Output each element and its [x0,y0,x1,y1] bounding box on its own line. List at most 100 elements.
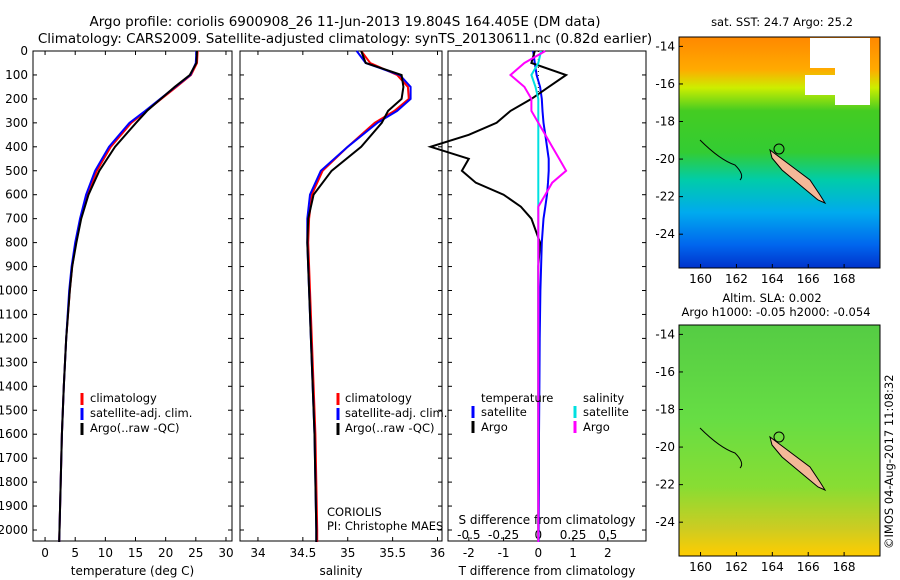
map-lat-label: -24 [655,227,675,241]
sal-legend-argo-label: Argo(..raw -QC) [345,421,435,435]
legend-argo-label: Argo(..raw -QC) [90,421,180,435]
sla-argo-float-location [773,431,785,443]
map-lon-label: 160 [689,272,712,286]
diff-legend-salinity: salinity [583,391,624,405]
salinity-difference-label: S difference from climatology [459,513,636,527]
difference-plot: -2 -1 0 1 2-0.5 -0.25 0 0.25 0.5T difference fro… [427,50,636,578]
temperature-series-line [58,50,198,543]
depth-tick-label: 1800 [0,475,28,489]
salinity-series-line [307,50,410,542]
difference-tick-label: -2 [463,546,475,560]
sst-map-frame [678,36,881,269]
map-lat-label: -14 [655,39,675,53]
legend-sat-label: satellite-adj. clim. [90,406,192,420]
difference-panel-frame [447,50,647,542]
map-lat-label: -16 [655,77,675,91]
salinity-diff-tick-label: -0.5 [457,528,480,542]
difference-tick-label: 2 [604,546,612,560]
depth-tick-label: 300 [5,116,28,130]
diff-legend-temperature: temperature [481,391,553,405]
map-lon-label: 160 [689,560,712,574]
map-lat-label: -20 [655,440,675,454]
salinity-plot: 34 34.5 35 35.5 36 salinity [250,50,445,578]
sla-new-caledonia-island [769,435,827,492]
salinity-series-line [306,50,412,542]
sst-missing-data-3 [805,75,835,95]
difference-tick-label: 0 [534,546,542,560]
map-lon-label: 164 [761,272,784,286]
sla-map-axes: -14 -16 -18 -20 -22 -24 160 162 164 166 168 [655,327,855,574]
depth-tick-label: 1400 [0,379,28,393]
depth-tick-label: 500 [5,164,28,178]
temperature-tick-label: 0 [41,546,49,560]
temperature-tick-label: 10 [98,546,113,560]
sst-map-title: sat. SST: 24.7 Argo: 25.2 [711,15,853,29]
temperature-tick-label: 25 [188,546,203,560]
sla-map-frame [678,324,881,557]
sst-map [678,36,881,269]
map-lat-label: -14 [655,327,675,341]
map-lat-label: -20 [655,152,675,166]
depth-tick-label: 1900 [0,499,28,513]
temperature-plot: 0 5 10 15 20 25 30 temperature (deg C) [41,50,234,578]
salinity-axis-label: salinity [319,564,362,578]
depth-tick-label: 700 [5,212,28,226]
temperature-tick-label: 15 [128,546,143,560]
sla-map [678,324,881,557]
salinity-tick-label: 36 [430,546,445,560]
difference-legend: temperature salinity satellite Argo sate… [471,391,629,434]
temperature-panel-frame [32,50,233,542]
map-lon-label: 168 [833,272,856,286]
sst-map-axes: -14 -16 -18 -20 -22 -24 160 162 164 166 168 [655,39,855,286]
salinity-tick-label: 35.5 [379,546,406,560]
temperature-tick-label: 20 [158,546,173,560]
map-lat-label: -22 [655,190,675,204]
sla-map-title-2: Argo h1000: -0.05 h2000: -0.054 [681,305,870,319]
sla-field [679,325,880,556]
depth-tick-label: 1500 [0,403,28,417]
map-lon-label: 162 [725,560,748,574]
argo-float-location [773,143,785,155]
depth-tick-label: 1200 [0,331,28,345]
diff-temp-argo-label: Argo [481,420,508,434]
salinity-legend: climatology satellite-adj. clim. Argo(..… [336,391,447,435]
salinity-tick-label: 35 [340,546,355,560]
map-lat-label: -18 [655,403,675,417]
depth-tick-label: 200 [5,92,28,106]
timestamp-label: ©IMOS 04-Aug-2017 11:08:32 [882,374,896,549]
depth-tick-label: 1100 [0,307,28,321]
map-lat-label: -16 [655,365,675,379]
difference-tick-label: -1 [498,546,510,560]
difference-series-line [427,50,569,542]
temperature-tick-label: 5 [71,546,79,560]
sal-legend-clim-label: climatology [345,391,412,405]
sst-missing-data-2 [835,60,870,105]
depth-tick-label: 2000 [0,523,28,537]
salinity-panel-frame [239,50,443,542]
temperature-legend: climatology satellite-adj. clim. Argo(..… [80,391,192,435]
diff-temp-sat-label: satellite [481,405,527,419]
map-lon-label: 162 [725,272,748,286]
difference-series-line [508,50,568,542]
map-lon-label: 166 [797,272,820,286]
salinity-tick-label: 34.5 [289,546,316,560]
legend-clim-label: climatology [90,391,157,405]
temperature-series-line [58,50,198,543]
map-lat-label: -18 [655,115,675,129]
title-line-2: Climatology: CARS2009. Satellite-adjuste… [38,31,652,47]
salinity-diff-tick-label: 0.5 [598,528,617,542]
temperature-axis-label: temperature (deg C) [71,564,194,578]
depth-tick-label: 600 [5,188,28,202]
diff-sal-sat-label: satellite [583,405,629,419]
salinity-diff-tick-label: 0.25 [560,528,587,542]
difference-axis-label: T difference from climatology [458,564,636,578]
map-lon-label: 164 [761,560,784,574]
pi-text: PI: Christophe MAES [327,519,443,533]
salinity-diff-tick-label: -0.25 [488,528,519,542]
depth-tick-label: 1000 [0,284,28,298]
depth-tick-label: 100 [5,68,28,82]
depth-tick-label: 900 [5,260,28,274]
depth-tick-label: 0 [20,44,28,58]
sal-legend-sat-label: satellite-adj. clim. [345,406,447,420]
